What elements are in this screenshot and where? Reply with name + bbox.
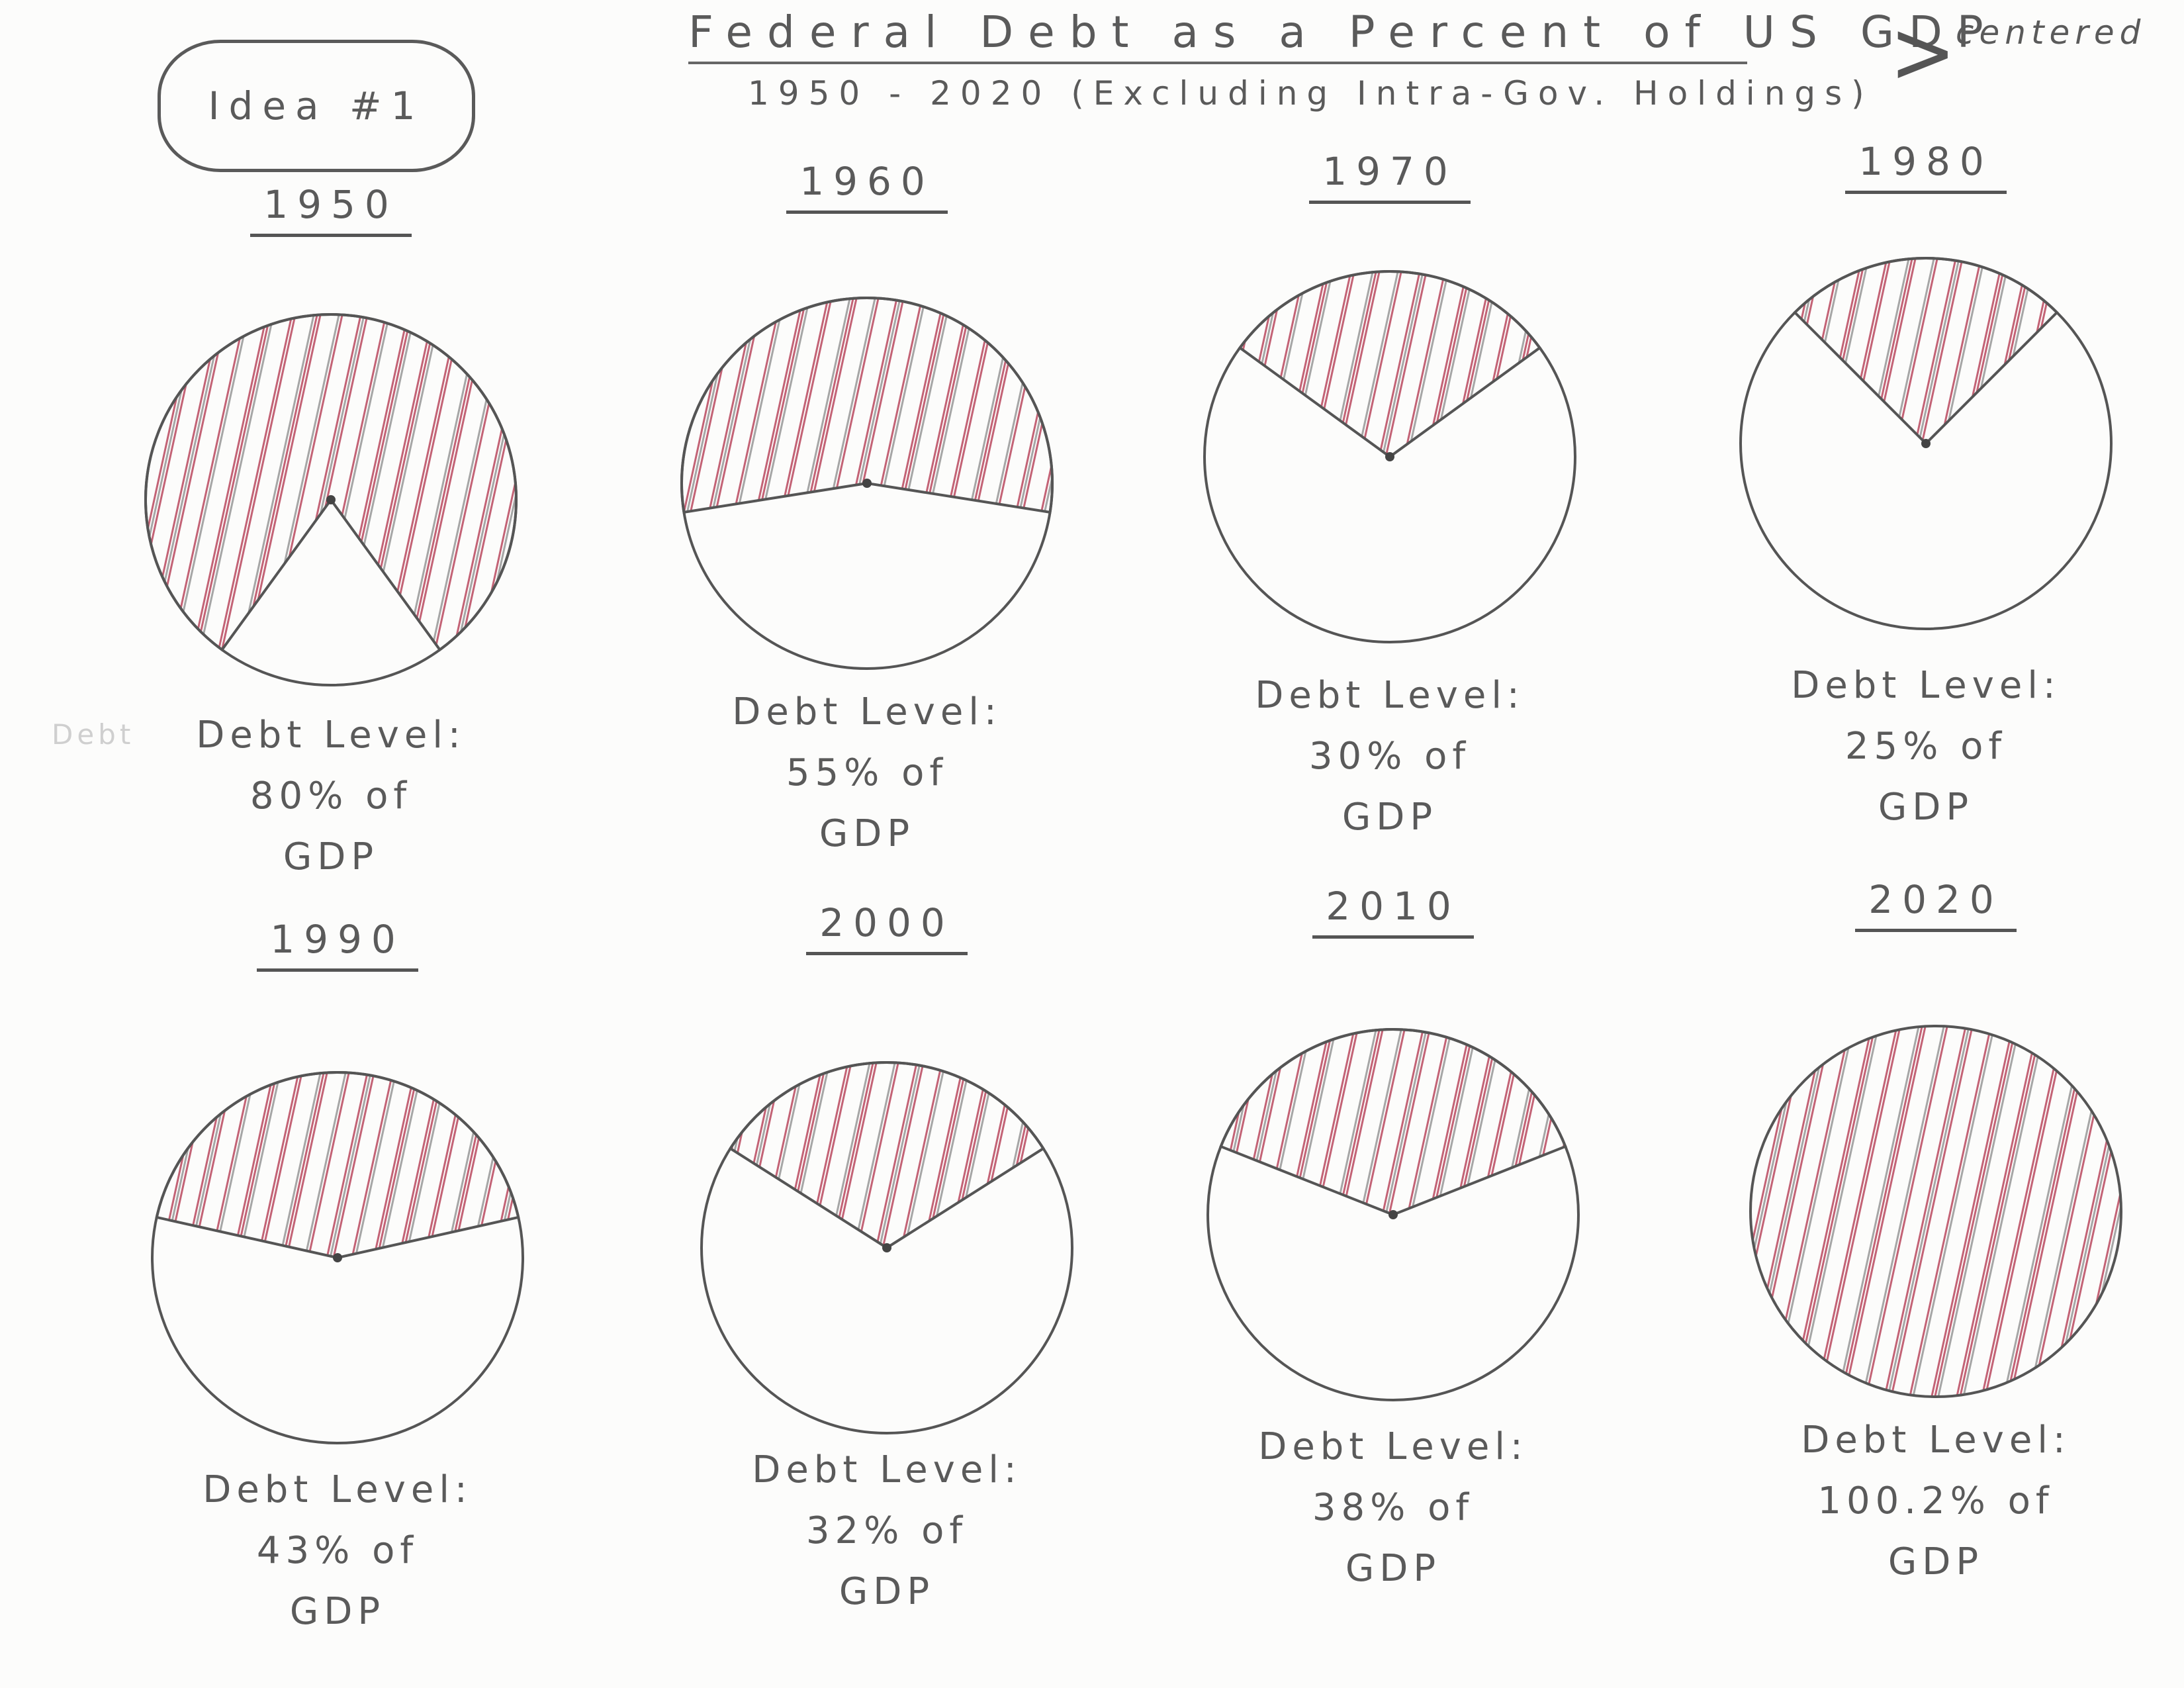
pie-outline (1206, 1028, 1580, 1401)
debt-label-value: 55% of (786, 751, 948, 794)
debt-label-title: Debt Level: (752, 1448, 1022, 1491)
debt-label: Debt Level: 38% of GDP (1161, 1417, 1625, 1599)
pie-outline (700, 1061, 1073, 1434)
pie-panel-2000: 2000 Debt Level: 32% of GDP (655, 900, 1118, 1613)
pie-chart (680, 297, 1054, 670)
debt-label-title: Debt Level: (1258, 1425, 1528, 1468)
pie-chart (1206, 1028, 1580, 1401)
pie-outline (151, 1071, 524, 1444)
pie-outline (144, 313, 518, 686)
year-label: 1960 (635, 159, 1099, 214)
debt-slice (1238, 270, 1542, 459)
pie-chart (1749, 1025, 2122, 1398)
debt-label-value: 43% of (256, 1529, 419, 1572)
idea-tag: Idea #1 (158, 40, 475, 172)
debt-label-unit: GDP (289, 1590, 386, 1633)
pie-center-dot (333, 1253, 342, 1262)
debt-label-title: Debt Level: (732, 690, 1002, 733)
pie-panel-2020: 2020 Debt Level: 100.2% of GDP (1704, 877, 2167, 1583)
year-label: 2000 (655, 900, 1118, 955)
pie-center-dot (1921, 439, 1931, 448)
stray-text: Debt (52, 718, 135, 751)
pie-panel-1990: 1990 Debt Level: 43% of GDP (106, 917, 569, 1633)
year-label: 1990 (106, 917, 569, 972)
pie-center-dot (882, 1243, 891, 1252)
debt-label-unit: GDP (1888, 1540, 1984, 1583)
debt-label-title: Debt Level: (1791, 664, 2061, 707)
debt-label-title: Debt Level: (203, 1468, 473, 1511)
pie-panel-1960: 1960 Debt Level: 55% of GDP (635, 159, 1099, 855)
pie-chart (151, 1071, 524, 1444)
brace-mark: > (1889, 2, 1956, 103)
pie-chart (700, 1061, 1073, 1434)
pie-outline (1739, 257, 2113, 630)
year-label: 2010 (1161, 884, 1625, 939)
debt-label-value: 32% of (805, 1509, 968, 1552)
debt-label-value: 30% of (1308, 735, 1471, 778)
pie-center-dot (1385, 452, 1394, 461)
debt-label: Debt Level: 32% of GDP (655, 1440, 1118, 1622)
pie-panel-1980: 1980 Debt Level: 25% of GDP (1694, 139, 2158, 829)
pie-panel-1950: 1950 Debt Level: 80% of GDP (99, 182, 563, 878)
debt-label-title: Debt Level: (196, 714, 466, 757)
debt-label-unit: GDP (283, 835, 379, 878)
pie-chart (1203, 270, 1576, 643)
debt-slice (155, 1071, 520, 1260)
pie-panel-1970: 1970 Debt Level: 30% of GDP (1158, 149, 1621, 839)
pie-center-dot (1388, 1210, 1398, 1219)
pie-panel-2010: 2010 Debt Level: 38% of GDP (1161, 884, 1625, 1590)
debt-slice (1219, 1028, 1567, 1217)
debt-label: Debt Level: 100.2% of GDP (1704, 1410, 2167, 1593)
debt-label-unit: GDP (1878, 786, 1974, 829)
debt-label-value: 80% of (250, 774, 412, 818)
debt-label: Debt Level: 43% of GDP (106, 1460, 569, 1642)
debt-label-unit: GDP (1345, 1547, 1441, 1590)
debt-label-value: 38% of (1312, 1486, 1475, 1529)
chart-title: Federal Debt as a Percent of US GDP (688, 7, 1983, 64)
pie-center-dot (326, 495, 336, 504)
debt-slice-hatching (1795, 258, 2057, 444)
debt-label-value: 25% of (1844, 725, 2007, 768)
debt-slice-hatching (1751, 1026, 2121, 1397)
debt-label: Debt Level: 25% of GDP (1694, 655, 2158, 838)
debt-label: Debt Level: 55% of GDP (635, 682, 1099, 865)
debt-label-unit: GDP (839, 1570, 935, 1613)
year-label: 1950 (99, 182, 563, 237)
pie-outline (1749, 1025, 2122, 1398)
pie-center-dot (862, 479, 872, 488)
side-note: centered (1956, 13, 2146, 52)
year-label: 1980 (1694, 139, 2158, 194)
debt-label-title: Debt Level: (1255, 674, 1525, 717)
debt-label-unit: GDP (1342, 796, 1438, 839)
pie-chart (144, 313, 518, 686)
debt-label-unit: GDP (819, 812, 915, 855)
debt-label: Debt Level: 30% of GDP (1158, 665, 1621, 848)
year-label: 1970 (1158, 149, 1621, 204)
debt-label-title: Debt Level: (1801, 1419, 2071, 1462)
debt-label: Debt Level: 80% of GDP (99, 705, 563, 888)
pie-outline (680, 297, 1054, 670)
year-label: 2020 (1704, 877, 2167, 932)
pie-chart (1739, 257, 2113, 630)
pie-outline (1203, 270, 1576, 643)
chart-subtitle: 1950 - 2020 (Excluding Intra-Gov. Holdin… (748, 74, 1874, 113)
debt-label-value: 100.2% of (1817, 1479, 2054, 1523)
